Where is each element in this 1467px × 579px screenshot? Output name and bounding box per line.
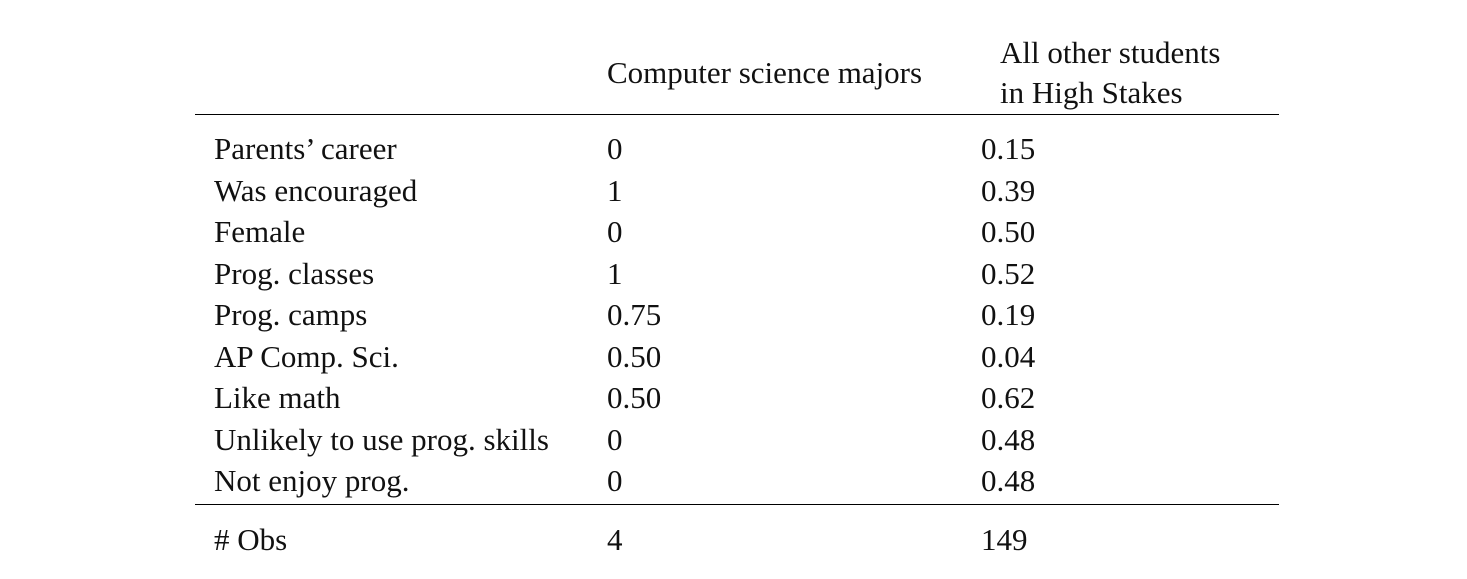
header-other-line1: All other students: [1000, 35, 1221, 70]
row-label: Like math: [214, 380, 341, 415]
table-row: Female 0 0.50: [195, 211, 1279, 253]
other-value: 0.19: [981, 297, 1036, 332]
row-label: Prog. classes: [214, 255, 375, 291]
cs-value: 1: [607, 255, 623, 291]
other-value: 0.52: [981, 255, 1036, 291]
other-value: 0.39: [981, 172, 1036, 208]
other-value: 0.50: [981, 214, 1036, 249]
cs-obs-value: 4: [607, 521, 623, 557]
other-value: 0.15: [981, 131, 1036, 166]
cs-value: 1: [607, 172, 623, 208]
other-value: 0.62: [981, 380, 1036, 415]
table-body: Parents’ career 0 0.15 Was encouraged 1 …: [195, 115, 1279, 505]
header-cs-majors: Computer science majors: [607, 55, 923, 90]
other-obs-value: 149: [981, 521, 1028, 557]
header-other-students: All other students in High Stakes: [1000, 33, 1220, 113]
obs-label: # Obs: [214, 521, 288, 557]
cs-value: 0: [607, 214, 623, 249]
table-row: Was encouraged 1 0.39: [195, 170, 1279, 212]
table-row: Not enjoy prog. 0 0.48: [195, 460, 1279, 502]
other-value: 0.48: [981, 463, 1036, 498]
cs-value: 0.75: [607, 297, 662, 332]
table-row: AP Comp. Sci. 0.50 0.04: [195, 336, 1279, 378]
cs-value: 0: [607, 131, 623, 166]
cs-value: 0.50: [607, 380, 662, 415]
table-row: Prog. classes 1 0.52: [195, 253, 1279, 295]
other-value: 0.48: [981, 421, 1036, 457]
row-label: AP Comp. Sci.: [214, 338, 399, 374]
header-other-line2: in High Stakes: [1000, 75, 1183, 110]
row-label: Unlikely to use prog. skills: [214, 421, 549, 457]
table-header: Computer science majors All other studen…: [195, 28, 1279, 115]
table-footer: # Obs 4 149: [195, 505, 1279, 561]
cs-value: 0: [607, 463, 623, 498]
table-row: Like math 0.50 0.62: [195, 377, 1279, 419]
row-label: Not enjoy prog.: [214, 463, 410, 498]
row-label: Female: [214, 214, 306, 249]
other-value: 0.04: [981, 338, 1036, 374]
summary-table: Computer science majors All other studen…: [195, 28, 1279, 560]
table-row: Parents’ career 0 0.15: [195, 128, 1279, 170]
row-label: Parents’ career: [214, 131, 397, 166]
obs-row: # Obs 4 149: [195, 519, 1279, 561]
cs-value: 0.50: [607, 338, 662, 374]
table-row: Unlikely to use prog. skills 0 0.48: [195, 419, 1279, 461]
cs-value: 0: [607, 421, 623, 457]
table-row: Prog. camps 0.75 0.19: [195, 294, 1279, 336]
row-label: Was encouraged: [214, 172, 418, 208]
row-label: Prog. camps: [214, 297, 368, 332]
